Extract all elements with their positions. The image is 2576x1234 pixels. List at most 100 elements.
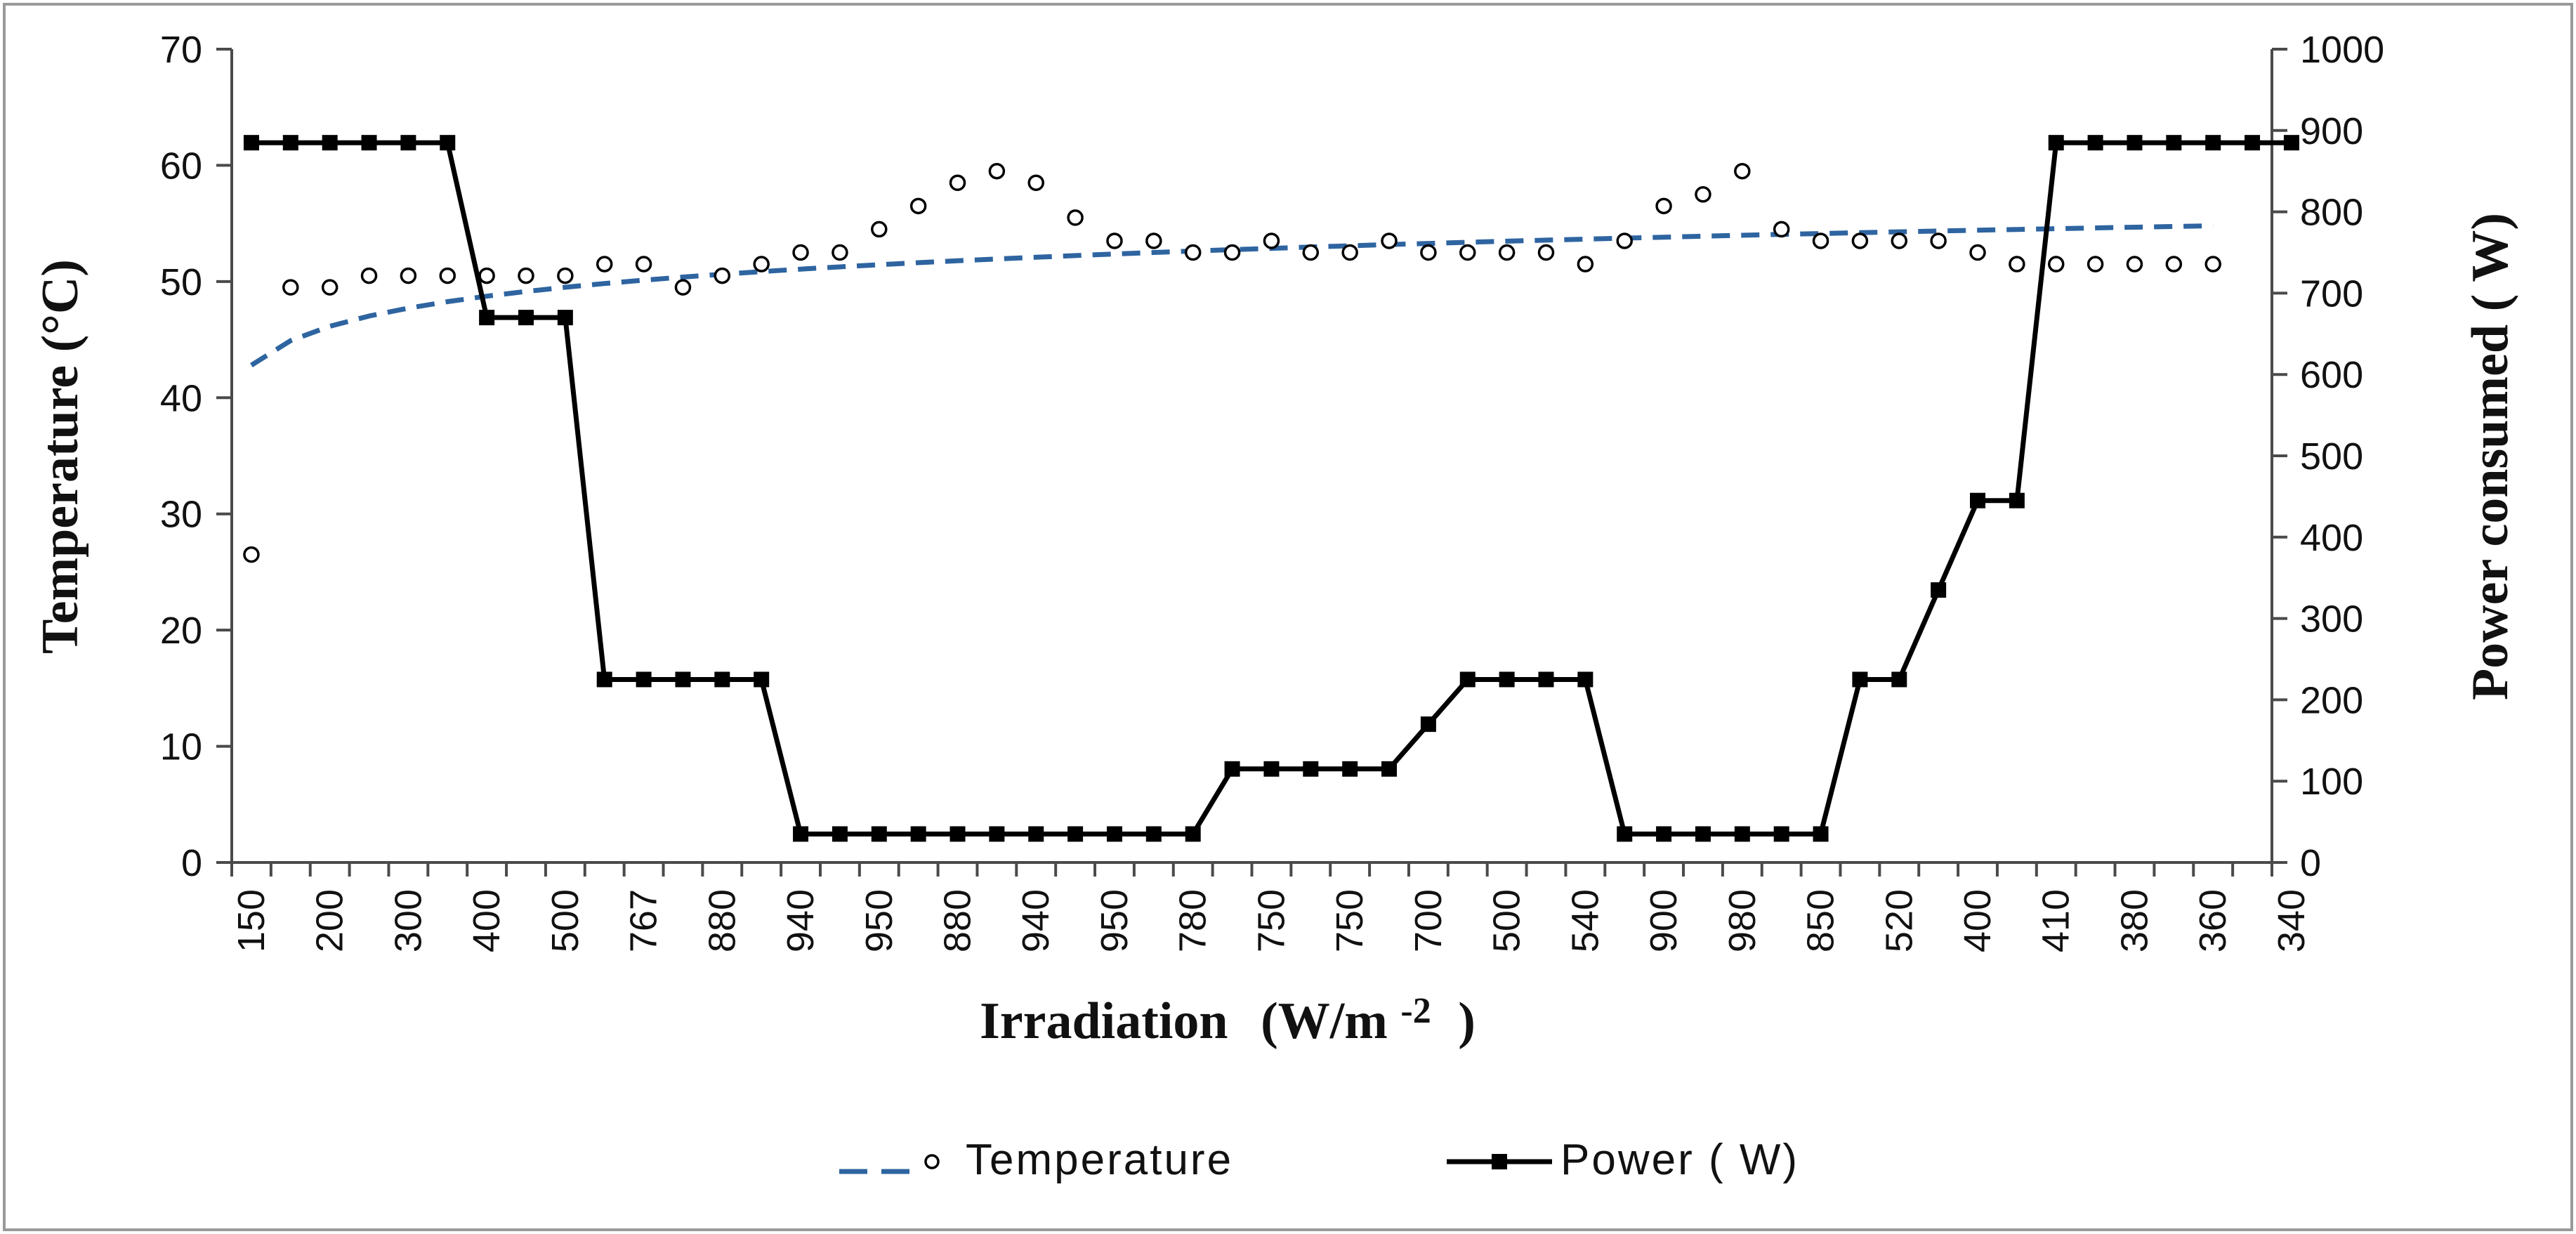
x-tick-label: 750	[1250, 889, 1292, 952]
temperature-point	[714, 267, 731, 284]
temperature-point	[1773, 221, 1790, 238]
power-point	[1773, 826, 1789, 842]
power-point	[557, 310, 573, 326]
power-point	[2087, 135, 2103, 151]
power-point	[1303, 761, 1319, 777]
power-point	[1420, 716, 1436, 733]
right-y-tick-label: 100	[2300, 761, 2363, 803]
power-point	[871, 826, 887, 842]
left-y-tick-label: 10	[160, 726, 202, 768]
left-y-tick-label: 0	[181, 842, 202, 884]
x-tick-label: 780	[1172, 889, 1214, 952]
temperature-series	[243, 162, 2221, 563]
power-point	[1342, 761, 1358, 777]
temperature-point	[1223, 244, 1241, 261]
power-point	[1617, 826, 1633, 842]
x-tick-label: 880	[937, 889, 979, 952]
x-tick-label: 950	[1093, 889, 1136, 952]
temperature-point	[1537, 244, 1555, 261]
temperature-point	[1027, 174, 1044, 191]
temperature-point	[1969, 244, 1986, 261]
power-point	[1891, 671, 1907, 688]
temperature-point	[1459, 244, 1476, 261]
temperature-point	[1420, 244, 1437, 261]
x-tick-label: 950	[858, 889, 900, 952]
power-point	[2009, 492, 2025, 508]
left-y-ticks: 0 10 20 30 40 50 60 70	[160, 29, 232, 884]
temperature-point	[2126, 256, 2143, 273]
left-y-tick-label: 60	[160, 145, 202, 187]
x-tick-label: 400	[1957, 889, 1999, 952]
temperature-point	[1067, 209, 1084, 226]
power-point	[989, 826, 1005, 842]
x-tick-label: 750	[1329, 889, 1371, 952]
temperature-point	[753, 256, 770, 273]
x-tick-label: 980	[1721, 889, 1763, 952]
right-y-tick-label: 500	[2300, 435, 2363, 478]
power-point	[2245, 135, 2261, 151]
x-tick-label: 700	[1407, 889, 1450, 952]
x-axis-title-unit: (W/m	[1261, 992, 1388, 1050]
temperature-point	[1734, 162, 1751, 180]
power-point	[1381, 761, 1398, 777]
temperature-point	[635, 256, 652, 273]
temperature-point	[518, 267, 534, 284]
x-tick-label: 767	[623, 889, 665, 952]
power-point	[1459, 671, 1476, 688]
x-tick-label: 340	[2271, 889, 2313, 952]
power-point	[793, 826, 809, 842]
temperature-point	[321, 279, 339, 296]
power-point	[1538, 671, 1554, 688]
power-point	[1813, 826, 1829, 842]
temperature-point	[1616, 232, 1633, 249]
temperature-point	[1812, 232, 1829, 249]
x-tick-label: 360	[2192, 889, 2234, 952]
x-tick-label: 880	[701, 889, 743, 952]
x-tick-label: 850	[1800, 889, 1842, 952]
power-point	[400, 135, 416, 151]
legend-temperature-marker	[924, 1154, 940, 1169]
legend-item-temperature: Temperature	[839, 1136, 1233, 1184]
power-point	[1224, 761, 1240, 777]
left-y-tick-label: 20	[160, 610, 202, 652]
power-point	[636, 671, 652, 688]
temperature-point	[1341, 244, 1358, 261]
power-point	[754, 671, 770, 688]
x-axis-title: Irradiation (W/m -2 )	[980, 991, 1476, 1050]
x-tick-label: 540	[1564, 889, 1606, 952]
temperature-point	[792, 244, 809, 261]
power-point	[322, 135, 338, 151]
temperature-point	[871, 221, 888, 238]
power-point	[518, 310, 534, 326]
power-point	[243, 135, 259, 151]
temperature-point	[439, 267, 456, 284]
power-point	[479, 310, 495, 326]
right-y-tick-label: 300	[2300, 598, 2363, 641]
right-y-tick-label: 200	[2300, 679, 2363, 721]
x-tick-label: 500	[544, 889, 586, 952]
power-point	[714, 671, 730, 688]
x-tick-label: 400	[466, 889, 508, 952]
y-axis-right-title: Power consumed ( W)	[2462, 213, 2519, 700]
power-point	[1734, 826, 1750, 842]
temperature-point	[909, 197, 927, 215]
x-axis-title-unit-sup: -2	[1400, 991, 1431, 1031]
temperature-point	[1381, 232, 1398, 249]
temperature-point	[949, 174, 966, 191]
temperature-point	[2009, 256, 2025, 273]
temperature-point	[478, 267, 495, 284]
temperature-point	[1145, 232, 1162, 249]
power-point	[1028, 826, 1044, 842]
power-point	[596, 671, 612, 688]
temperature-point	[557, 267, 574, 284]
power-point	[440, 135, 456, 151]
temperature-point	[243, 546, 260, 563]
temperature-point	[1891, 232, 1908, 249]
temperature-point	[1655, 197, 1672, 215]
x-tick-label: 500	[1486, 889, 1528, 952]
power-point	[2283, 135, 2299, 151]
temperature-point	[832, 244, 848, 261]
legend-temperature-label: Temperature	[966, 1136, 1233, 1184]
temperature-point	[1302, 244, 1320, 261]
power-point	[1499, 671, 1515, 688]
